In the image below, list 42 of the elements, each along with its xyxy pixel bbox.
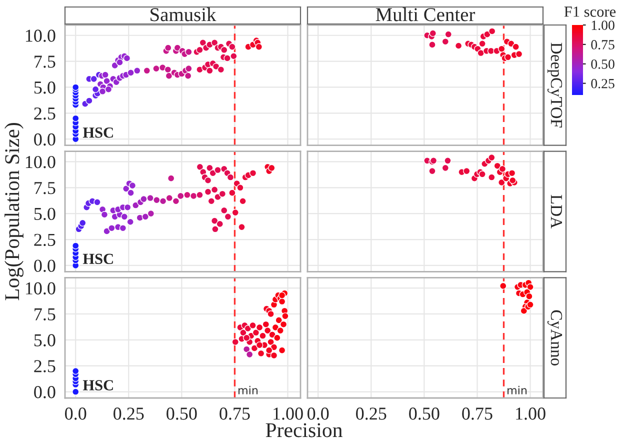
x-tick-label: 0.50 [409,408,440,420]
color-bar-label: 0.25 [591,78,614,88]
y-tick-label: 0.0 [34,386,56,398]
y-axis-title: Log(Population Size) [4,123,24,300]
x-tick-label: 0.75 [220,408,250,420]
annotation: HSC [82,254,113,264]
annotation: HSC [82,380,113,390]
y-tick-label: 0.0 [34,133,56,146]
color-bar-label: 1.00 [592,20,614,30]
x-tick-label: 1.00 [516,408,546,420]
annotation: HSC [82,127,113,138]
y-tick-label: 0.0 [34,260,56,272]
y2-axis-title: CyAnno [547,310,562,366]
x-tick-label: 0.50 [166,408,197,420]
y2-axis-title: LDA [550,194,562,229]
x-tick-label: 0.0 [308,408,329,420]
x-tick-label: 0.25 [356,408,386,420]
x-tick-label: 0.75 [462,408,492,420]
chart-title: Samusik [150,8,216,22]
ref-line-label: min [508,386,527,394]
x-tick-label: 1.00 [274,408,303,420]
x-axis-title: Precision [266,423,342,438]
y2-axis-title: DeepCyTOF [547,42,562,128]
x-tick-label: 0.0 [65,408,86,420]
y-tick-label: 7.5 [34,56,56,68]
color-bar-label: 0.50 [591,59,614,69]
y-tick-label: 10.0 [26,156,56,168]
y-tick-label: 2.5 [34,234,56,246]
y-tick-label: 7.5 [34,308,56,320]
color-bar-label: 0.75 [591,40,614,50]
y-tick-label: 2.5 [34,360,56,372]
y-tick-label: 5.0 [34,334,56,346]
y-tick-label: 5.0 [34,82,56,94]
y-tick-label: 7.5 [34,182,56,194]
y-tick-label: 10.0 [26,30,56,42]
color-bar-title: F1 score [564,6,616,17]
ref-line-label: min [238,386,258,394]
y-tick-label: 2.5 [34,107,56,120]
y-tick-label: 10.0 [26,282,56,295]
y-tick-label: 5.0 [34,208,56,220]
x-tick-label: 0.25 [114,408,144,420]
chart-title: Multi Center [376,8,476,22]
